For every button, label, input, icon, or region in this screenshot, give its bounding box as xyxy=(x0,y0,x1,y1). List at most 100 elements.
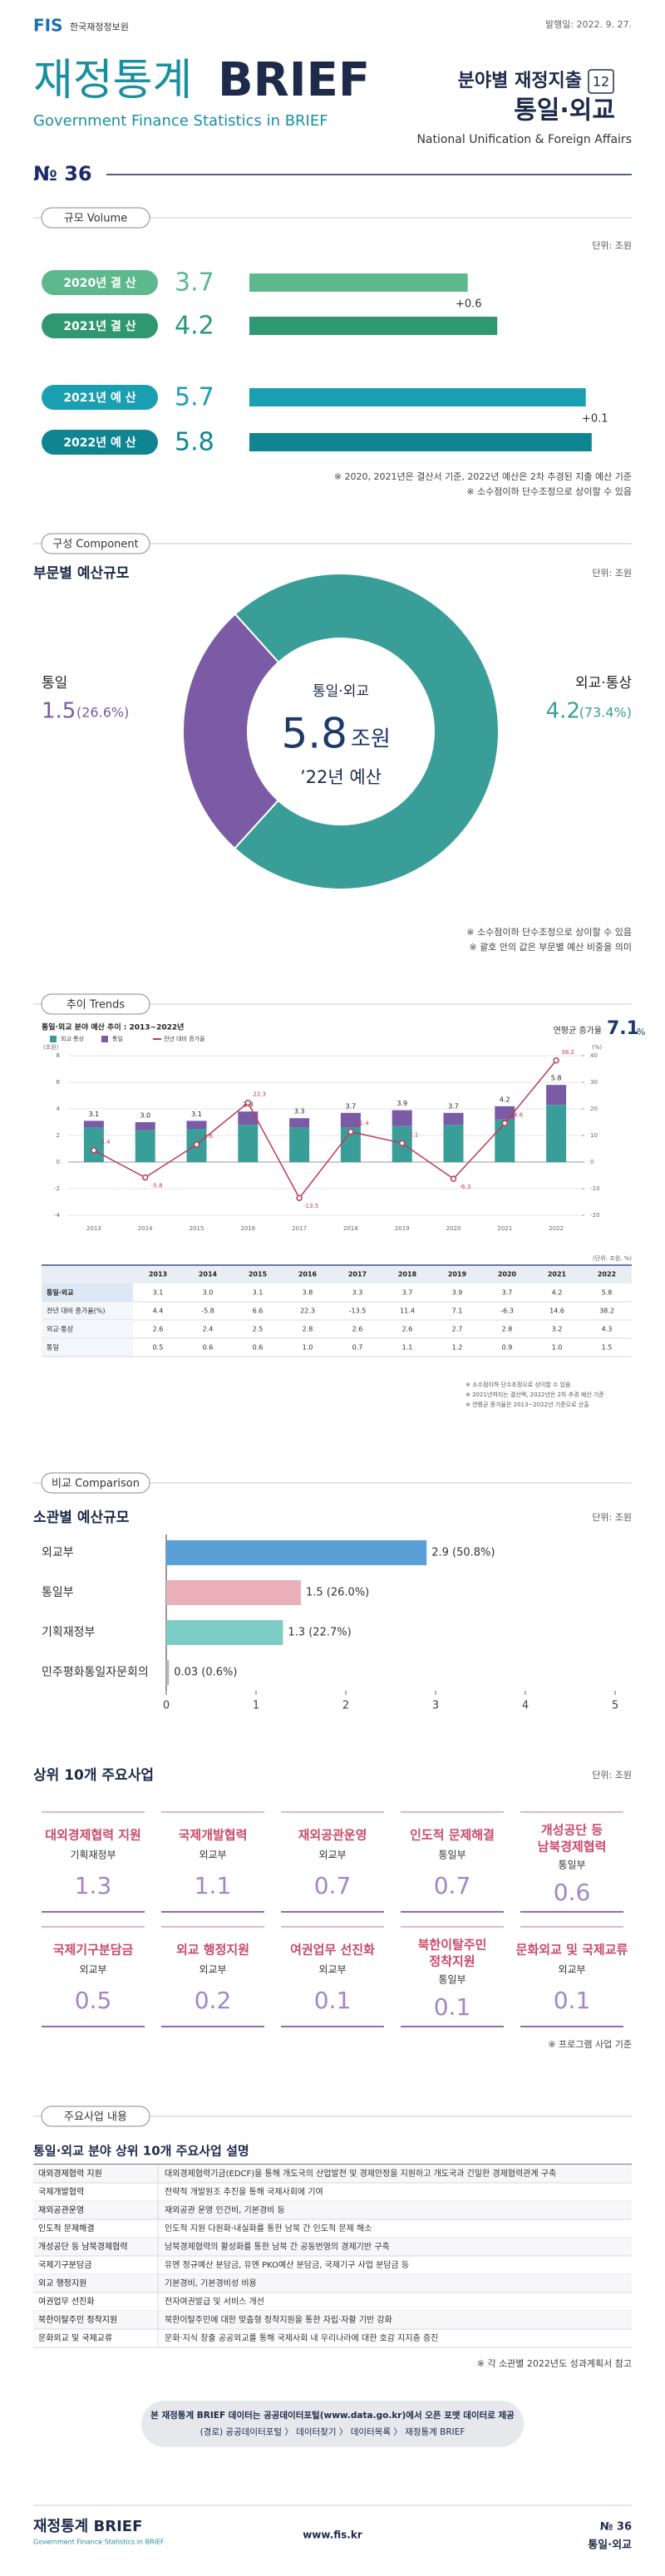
section-label: 구성 Component xyxy=(52,539,139,551)
table-cell: 7.1 xyxy=(452,1308,463,1315)
note: ※ 2020, 2021년은 결산서 기준, 2022년 예산은 2차 추경된 … xyxy=(334,471,632,482)
table-cell: 3.1 xyxy=(153,1289,164,1297)
footer-issue: № 36 xyxy=(600,2521,632,2534)
title-ko: 재정통계 xyxy=(33,56,192,106)
total-label: 5.8 xyxy=(551,1075,562,1082)
y-tick-label: 2 xyxy=(57,1132,60,1139)
project-name: 인도적 문제해결 xyxy=(410,1828,495,1843)
project-name: 남북경제협력 xyxy=(538,1840,607,1854)
y-tick-label: -4 xyxy=(54,1212,61,1219)
change-label: +0.1 xyxy=(582,413,608,426)
note: ※ 소수점이하 단수조정으로 상이할 수 있음 xyxy=(466,926,632,938)
amount-label: 4.2 xyxy=(546,699,580,724)
project-name: 여권업무 선진화 xyxy=(290,1943,375,1958)
project-dept: 통일부 xyxy=(438,1849,466,1861)
bar-segment xyxy=(340,1112,361,1128)
y2-tick-label: 0 xyxy=(590,1159,594,1165)
footer-topic: 통일·외교 xyxy=(588,2539,632,2552)
x-tick-label: 2018 xyxy=(343,1225,358,1232)
project-description: 남북경제협력의 활성화를 통한 남북 간 공동번영의 경제기반 구축 xyxy=(165,2241,390,2252)
total-label: 3.1 xyxy=(89,1111,100,1118)
project-dept: 외교부 xyxy=(318,1964,346,1976)
x-tick-label: 2 xyxy=(342,1700,349,1712)
bar-segment xyxy=(546,1105,567,1162)
table-header: 2016 xyxy=(298,1271,318,1278)
x-tick-label: 2016 xyxy=(240,1225,255,1232)
category-pill xyxy=(42,385,158,410)
project-value: 0.1 xyxy=(314,1987,352,2014)
x-tick-label: 2021 xyxy=(497,1225,512,1232)
table-cell: 38.2 xyxy=(599,1308,614,1315)
table-header: 2014 xyxy=(199,1271,218,1278)
table-cell: 3.2 xyxy=(552,1326,563,1333)
table-cell: 1.5 xyxy=(602,1344,613,1352)
project-value: 0.2 xyxy=(195,1987,232,2014)
org-name: 한국재정정보원 xyxy=(70,22,129,32)
bar-segment xyxy=(392,1110,412,1126)
unit-label: 단위: 조원 xyxy=(592,240,632,251)
bar xyxy=(249,433,592,451)
y2-tick-label: 10 xyxy=(590,1132,598,1139)
center-value: 5.8 xyxy=(281,710,347,758)
center-sub: ’22년 예산 xyxy=(300,767,382,787)
bar-segment xyxy=(289,1118,310,1128)
project-name: 인도적 문제해결 xyxy=(38,2223,95,2234)
center-unit: 조원 xyxy=(351,727,391,752)
legend-label: 통일 xyxy=(42,675,67,692)
table-cell: 3.8 xyxy=(303,1289,313,1297)
y-tick-label: 8 xyxy=(57,1052,60,1059)
table-row-bg xyxy=(33,2238,632,2256)
growth-point xyxy=(193,1141,200,1148)
project-name: 문화외교 및 국제교류 xyxy=(516,1943,628,1958)
table-cell: -5.8 xyxy=(201,1308,214,1315)
category-pill xyxy=(42,270,158,295)
banner-line: (경로) 공공데이터포털 〉 데이터찾기 〉 데이터목록 〉 재정통계 BRIE… xyxy=(200,2426,466,2437)
unit-label: 단위: 조원 xyxy=(592,1512,632,1523)
project-dept: 통일부 xyxy=(438,1974,466,1986)
growth-label: 4.4 xyxy=(101,1139,111,1145)
project-name: 외교 행정지원 xyxy=(38,2278,86,2288)
note: ※ 소수점이하 단수조정으로 상이할 수 있음 xyxy=(466,1381,571,1388)
bar-segment xyxy=(135,1130,155,1162)
project-value: 0.5 xyxy=(75,1987,112,2014)
project-value: 1.3 xyxy=(75,1872,112,1899)
bar xyxy=(166,1540,427,1565)
topic: 통일·외교 xyxy=(514,96,615,126)
title-en: BRIEF xyxy=(218,53,370,107)
growth-label: 7.1 xyxy=(409,1131,418,1138)
total-label: 3.9 xyxy=(397,1100,407,1107)
note: ※ 소수점이하 단수조정으로 상이할 수 있음 xyxy=(466,485,632,497)
section-label: 추이 Trends xyxy=(66,999,126,1012)
project-value: 0.1 xyxy=(434,1993,471,2021)
growth-label: 6.6 xyxy=(204,1133,214,1140)
x-tick-label: 5 xyxy=(612,1700,618,1712)
y2-tick-label: -20 xyxy=(590,1212,599,1219)
x-tick-label: 2013 xyxy=(86,1225,101,1232)
project-name: 재외공관운영 xyxy=(298,1828,367,1843)
share-label: (26.6%) xyxy=(76,705,129,721)
x-tick-label: 2015 xyxy=(190,1225,204,1232)
table-cell: 0.7 xyxy=(352,1344,363,1352)
note: ※ 연평균 증가율은 2013~2022년 기준으로 산출 xyxy=(466,1401,589,1408)
amount-label: 1.5 xyxy=(42,699,76,724)
project-name: 국제개발협력 xyxy=(179,1828,248,1843)
table-cell: 0.6 xyxy=(203,1344,214,1352)
category-label: 외교부 xyxy=(42,1546,74,1559)
table-cell: 2.6 xyxy=(352,1326,363,1333)
category-label: 2021년 예 산 xyxy=(63,391,135,405)
donut-slice xyxy=(182,613,280,850)
bar-segment xyxy=(135,1122,155,1130)
table-cell: 0.9 xyxy=(502,1344,513,1352)
bar-segment xyxy=(443,1125,464,1162)
bar xyxy=(249,273,468,292)
banner-line: 본 재정통계 BRIEF 데이터는 공공데이터포털(www.data.go.kr… xyxy=(150,2410,515,2421)
chart-title: 부문별 예산규모 xyxy=(33,565,130,582)
project-name: 국제개발협력 xyxy=(38,2186,84,2197)
category-pill xyxy=(42,313,158,338)
project-name: 문화외교 및 국제교류 xyxy=(38,2333,112,2343)
x-tick-label: 2022 xyxy=(549,1225,564,1232)
section-label: 비교 Comparison xyxy=(52,1478,140,1490)
unit-label: 단위: 조원 xyxy=(592,1770,632,1781)
project-name: 국제기구분담금 xyxy=(53,1943,134,1958)
category-label: 민주평화통일자문회의 xyxy=(42,1666,149,1679)
